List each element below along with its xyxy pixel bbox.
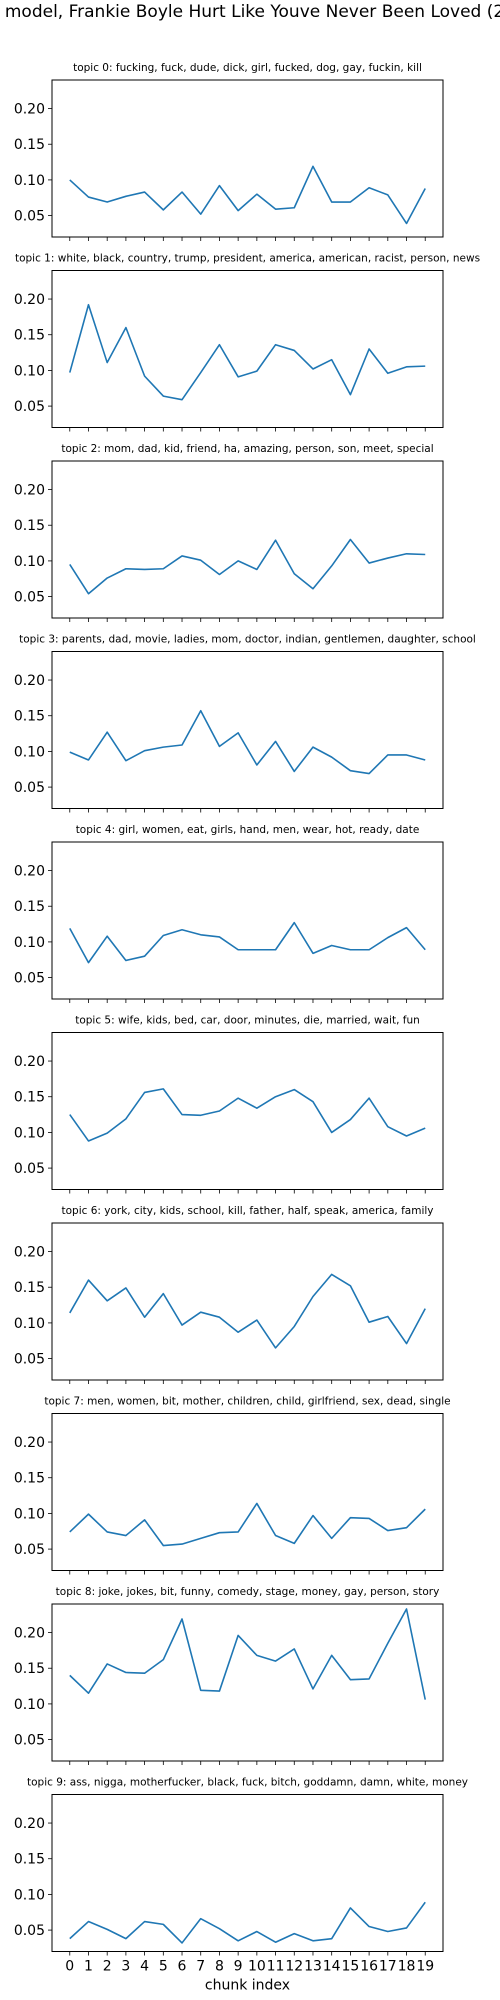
axes-frame bbox=[51, 651, 444, 809]
y-tick-label: 0.05 bbox=[14, 1542, 45, 1558]
series-line bbox=[69, 165, 426, 225]
series-line bbox=[69, 709, 426, 775]
series-line bbox=[68, 303, 426, 401]
y-tick-label: 0.15 bbox=[14, 328, 45, 344]
axes-frame bbox=[51, 1032, 444, 1190]
series-line bbox=[69, 538, 426, 595]
x-tick-label: 8 bbox=[215, 1959, 224, 1975]
y-tick-label: 0.10 bbox=[14, 173, 45, 189]
series-line bbox=[69, 921, 426, 964]
x-tick-label: 6 bbox=[178, 1959, 187, 1975]
series-line bbox=[69, 1901, 426, 1944]
x-tick-label: 5 bbox=[159, 1959, 168, 1975]
subplot-title: topic 7: men, women, bit, mother, childr… bbox=[44, 1396, 450, 1408]
y-tick-label: 0.05 bbox=[14, 1161, 45, 1177]
y-tick-label: 0.10 bbox=[14, 363, 45, 379]
y-tick-label: 0.20 bbox=[14, 292, 45, 308]
axes-frame bbox=[51, 841, 444, 1000]
y-tick-label: 0.20 bbox=[14, 1245, 45, 1261]
x-tick-label: 3 bbox=[121, 1959, 130, 1975]
y-tick-label: 0.20 bbox=[14, 673, 45, 689]
y-tick-label: 0.15 bbox=[14, 709, 45, 725]
axes-frame bbox=[51, 270, 444, 428]
y-tick-label: 0.15 bbox=[14, 1661, 45, 1677]
y-tick-label: 0.10 bbox=[14, 935, 45, 951]
y-tick-label: 0.20 bbox=[14, 864, 45, 880]
y-tick-label: 0.20 bbox=[14, 1626, 45, 1642]
x-tick-label: 18 bbox=[398, 1959, 416, 1975]
x-tick-label: 17 bbox=[379, 1959, 397, 1975]
y-tick-label: 0.15 bbox=[14, 1471, 45, 1487]
y-tick-label: 0.20 bbox=[14, 102, 45, 118]
y-tick-label: 0.15 bbox=[14, 1852, 45, 1868]
figure-title-text: Topic model, Frankie Boyle Hurt Like You… bbox=[0, 2, 500, 22]
y-tick-label: 0.20 bbox=[14, 1816, 45, 1832]
axes-frame bbox=[51, 1794, 444, 1952]
y-tick-label: 0.20 bbox=[14, 1054, 45, 1070]
x-tick-label: 9 bbox=[234, 1959, 243, 1975]
axes-frame bbox=[51, 1413, 444, 1571]
y-tick-label: 0.05 bbox=[14, 780, 45, 796]
axes-frame bbox=[51, 460, 444, 619]
y-tick-label: 0.05 bbox=[14, 399, 45, 415]
x-tick-label: 1 bbox=[84, 1959, 93, 1975]
y-tick-label: 0.05 bbox=[14, 1733, 45, 1749]
x-tick-label: 13 bbox=[304, 1959, 322, 1975]
y-tick-label: 0.15 bbox=[14, 1090, 45, 1106]
subplot-title: topic 8: joke, jokes, bit, funny, comedy… bbox=[56, 1586, 440, 1598]
axes-frame bbox=[51, 1222, 444, 1381]
x-tick-label: 0 bbox=[65, 1959, 74, 1975]
x-axis-label: chunk index bbox=[205, 1978, 290, 1994]
y-tick-label: 0.10 bbox=[14, 1697, 45, 1713]
x-tick-label: 14 bbox=[323, 1959, 341, 1975]
series-line bbox=[69, 1502, 426, 1547]
x-tick-label: 2 bbox=[103, 1959, 112, 1975]
subplot-title: topic 2: mom, dad, kid, friend, ha, amaz… bbox=[61, 443, 433, 455]
subplot-title: topic 4: girl, women, eat, girls, hand, … bbox=[76, 824, 420, 836]
axes-frame bbox=[51, 1603, 444, 1762]
y-tick-label: 0.10 bbox=[14, 1316, 45, 1332]
subplot-title: topic 9: ass, nigga, motherfucker, black… bbox=[27, 1777, 468, 1789]
subplot-title: topic 0: fucking, fuck, dude, dick, girl… bbox=[73, 62, 422, 74]
x-tick-label: 15 bbox=[341, 1959, 359, 1975]
x-tick-label: 4 bbox=[140, 1959, 149, 1975]
y-tick-label: 0.10 bbox=[14, 554, 45, 570]
y-tick-label: 0.10 bbox=[14, 1506, 45, 1522]
y-tick-label: 0.15 bbox=[14, 137, 45, 153]
x-tick-label: 11 bbox=[267, 1959, 285, 1975]
y-tick-label: 0.20 bbox=[14, 483, 45, 499]
y-tick-label: 0.05 bbox=[14, 209, 45, 225]
series-line bbox=[69, 1608, 427, 1700]
subplot-title: topic 3: parents, dad, movie, ladies, mo… bbox=[19, 634, 476, 646]
y-tick-label: 0.10 bbox=[14, 1887, 45, 1903]
x-tick-label: 12 bbox=[285, 1959, 303, 1975]
axes-frame bbox=[51, 79, 444, 238]
y-tick-label: 0.10 bbox=[14, 1125, 45, 1141]
y-tick-label: 0.15 bbox=[14, 1280, 45, 1296]
y-tick-label: 0.10 bbox=[14, 744, 45, 760]
x-tick-label: 7 bbox=[196, 1959, 205, 1975]
y-tick-label: 0.05 bbox=[14, 971, 45, 987]
y-tick-label: 0.20 bbox=[14, 1435, 45, 1451]
y-tick-label: 0.05 bbox=[14, 1923, 45, 1939]
x-tick-label: 10 bbox=[248, 1959, 266, 1975]
x-tick-label: 19 bbox=[416, 1959, 434, 1975]
figure-title: Topic model, Frankie Boyle Hurt Like You… bbox=[0, 2, 500, 28]
y-tick-label: 0.15 bbox=[14, 518, 45, 534]
series-line bbox=[69, 1273, 426, 1349]
subplot-title: topic 6: york, city, kids, school, kill,… bbox=[61, 1205, 433, 1217]
subplot-title: topic 1: white, black, country, trump, p… bbox=[15, 253, 480, 265]
x-tick-label: 16 bbox=[360, 1959, 378, 1975]
subplot-title: topic 5: wife, kids, bed, car, door, min… bbox=[75, 1015, 420, 1027]
y-tick-label: 0.05 bbox=[14, 1352, 45, 1368]
y-tick-label: 0.05 bbox=[14, 590, 45, 606]
series-line bbox=[69, 1088, 426, 1142]
y-tick-label: 0.15 bbox=[14, 899, 45, 915]
